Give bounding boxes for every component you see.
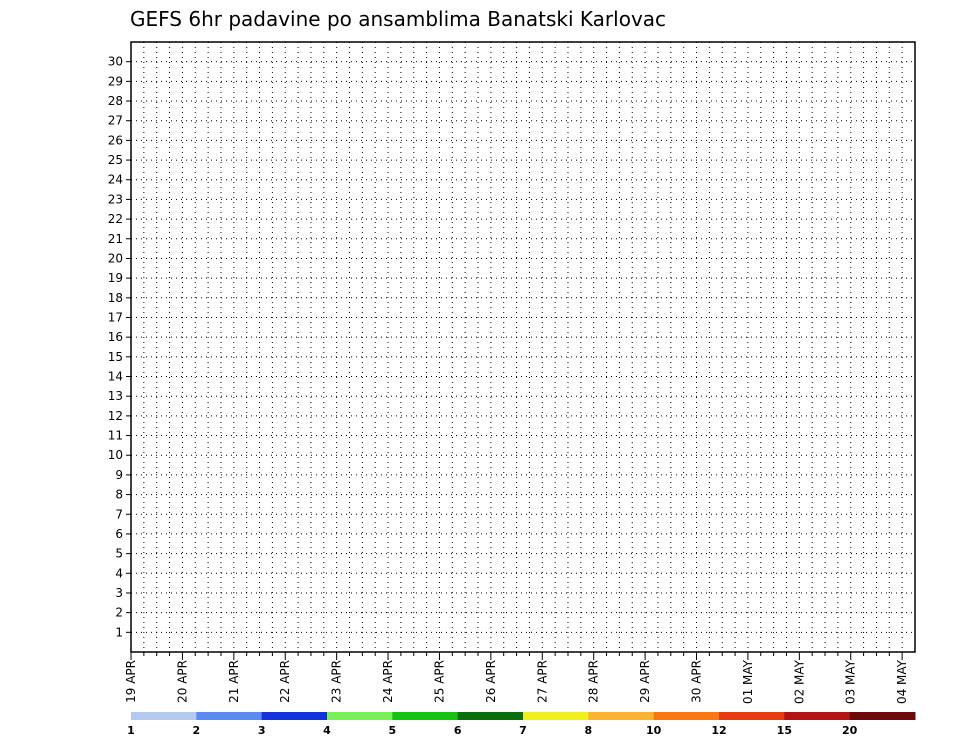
legend-swatch (588, 712, 655, 720)
y-tick-label: 10 (108, 448, 123, 462)
y-tick-label: 15 (108, 350, 123, 364)
y-tick-label: 29 (108, 74, 123, 88)
y-tick-label: 8 (115, 488, 123, 502)
legend-swatch (196, 712, 263, 720)
x-tick-label: 19 APR (124, 660, 138, 703)
y-tick-label: 7 (115, 507, 123, 521)
y-tick-label: 26 (108, 133, 123, 147)
legend-label: 5 (389, 724, 397, 737)
y-tick-label: 9 (115, 468, 123, 482)
y-tick-label: 14 (108, 370, 123, 384)
legend-label: 20 (842, 724, 858, 737)
x-tick-label: 23 APR (330, 660, 344, 703)
x-tick-label: 20 APR (175, 660, 189, 703)
legend-label: 4 (323, 724, 331, 737)
y-tick-label: 5 (115, 547, 123, 561)
x-tick-label: 29 APR (638, 660, 652, 703)
y-tick-label: 2 (115, 606, 123, 620)
legend-label: 15 (777, 724, 792, 737)
y-tick-label: 19 (108, 271, 123, 285)
legend-swatch (523, 712, 589, 720)
x-tick-label: 04 MAY (895, 659, 909, 704)
x-tick-label: 25 APR (432, 660, 446, 703)
legend-label: 7 (519, 724, 527, 737)
x-tick-label: 28 APR (587, 660, 601, 703)
x-tick-label: 30 APR (690, 660, 704, 703)
y-tick-label: 16 (108, 330, 123, 344)
x-tick-label: 21 APR (227, 660, 241, 703)
y-tick-label: 22 (108, 212, 123, 226)
y-tick-label: 27 (108, 114, 123, 128)
legend-swatch (131, 712, 197, 720)
legend-label: 10 (646, 724, 662, 737)
legend-label: 6 (454, 724, 462, 737)
x-tick-label: 01 MAY (741, 659, 755, 704)
legend-swatch (653, 712, 720, 720)
y-tick-label: 11 (108, 429, 123, 443)
chart-title: GEFS 6hr padavine po ansamblima Banatski… (130, 7, 666, 31)
legend-swatch (327, 712, 393, 720)
legend-swatch (457, 712, 524, 720)
y-tick-label: 25 (108, 153, 123, 167)
plot-frame (130, 41, 916, 653)
legend-label: 1 (127, 724, 135, 737)
plot-area: 1234567891011121314151617181920212223242… (108, 41, 916, 704)
legend-label: 3 (258, 724, 266, 737)
legend-swatch (849, 712, 916, 720)
legend-swatch (392, 712, 459, 720)
y-tick-label: 4 (115, 566, 123, 580)
legend-swatch (784, 712, 851, 720)
legend-label: 8 (585, 724, 593, 737)
x-tick-label: 22 APR (278, 660, 292, 703)
y-tick-label: 1 (115, 625, 123, 639)
y-tick-label: 30 (108, 55, 123, 69)
y-tick-label: 12 (108, 409, 123, 423)
y-tick-label: 20 (108, 251, 123, 265)
y-tick-label: 28 (108, 94, 123, 108)
y-tick-label: 18 (108, 291, 123, 305)
legend-label: 12 (711, 724, 726, 737)
y-tick-label: 13 (108, 389, 123, 403)
legend-label: 2 (193, 724, 201, 737)
legend-swatch (261, 712, 328, 720)
y-tick-label: 21 (108, 232, 123, 246)
x-tick-label: 26 APR (484, 660, 498, 703)
color-legend: 1 2 3 4 5 6 7 8 10 12 15 20 (127, 712, 916, 737)
legend-swatch (719, 712, 785, 720)
x-tick-label: 02 MAY (792, 659, 806, 704)
y-tick-label: 3 (115, 586, 123, 600)
y-tick-label: 6 (115, 527, 123, 541)
x-tick-label: 24 APR (381, 660, 395, 703)
y-tick-label: 23 (108, 192, 123, 206)
y-tick-label: 17 (108, 310, 123, 324)
y-tick-label: 24 (108, 173, 123, 187)
x-tick-label: 03 MAY (844, 659, 858, 704)
x-tick-label: 27 APR (535, 660, 549, 703)
